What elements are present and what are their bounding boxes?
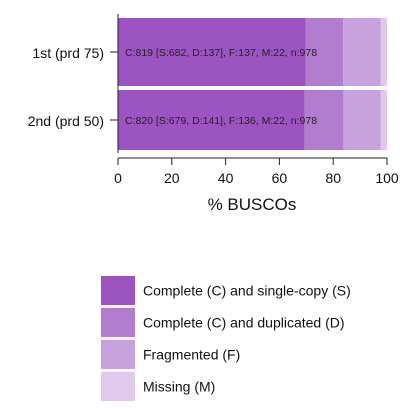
legend-label: Complete (C) and single-copy (S) <box>143 283 351 299</box>
bar-segment-2-1 <box>305 18 344 86</box>
legend-swatch <box>101 340 135 369</box>
x-tick-label: 20 <box>164 170 180 186</box>
bar-segment-2-2 <box>304 90 344 150</box>
bar-segment-1-2 <box>118 90 305 150</box>
bar-segment-4-1 <box>380 18 387 86</box>
legend-swatch <box>101 372 135 401</box>
legend-swatch <box>101 276 135 305</box>
x-axis-label: % BUSCOs <box>208 195 297 214</box>
bar-label: C:819 [S:682, D:137], F:137, M:22, n:978 <box>125 47 317 59</box>
legend: Complete (C) and single-copy (S) Complete… <box>101 276 351 401</box>
plot-area: C:819 [S:682, D:137], F:137, M:22, n:978… <box>28 14 387 153</box>
x-tick-label: 100 <box>375 170 399 186</box>
x-tick-label: 60 <box>272 170 288 186</box>
legend-swatch <box>101 308 135 337</box>
bar-segment-1-1 <box>118 18 306 86</box>
x-tick-label: 40 <box>218 170 234 186</box>
bar-segment-3-2 <box>343 90 381 150</box>
x-tick-label: 0 <box>114 170 122 186</box>
bar-label: C:820 [S:679, D:141], F:136, M:22, n:978 <box>125 115 317 127</box>
category-label: 2nd (prd 50) <box>28 113 104 129</box>
legend-label: Fragmented (F) <box>143 347 240 363</box>
legend-label: Complete (C) and duplicated (D) <box>143 315 345 331</box>
legend-label: Missing (M) <box>143 379 215 395</box>
bar-segment-4-2 <box>380 90 387 150</box>
bar-segment-3-1 <box>343 18 381 86</box>
x-axis: 0 20 40 60 80 100 <box>114 157 399 186</box>
category-label: 1st (prd 75) <box>32 45 104 61</box>
x-tick-label: 80 <box>325 170 341 186</box>
